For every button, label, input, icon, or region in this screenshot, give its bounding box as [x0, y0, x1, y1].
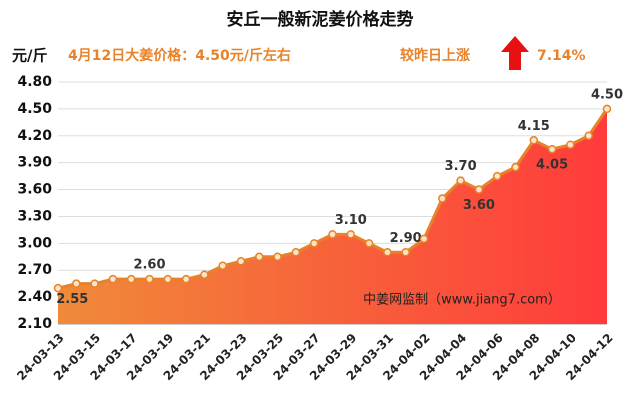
- value-label: 4.50: [591, 87, 623, 102]
- point: [456, 176, 465, 185]
- y-tick-label: 4.50: [17, 101, 52, 117]
- point: [438, 194, 447, 203]
- point: [492, 171, 502, 181]
- point: [364, 239, 374, 248]
- value-label: 3.60: [463, 198, 495, 213]
- point: [511, 162, 520, 172]
- point: [200, 270, 209, 279]
- area: [58, 108, 607, 324]
- point: [273, 252, 282, 262]
- point: [401, 248, 410, 257]
- point: [328, 230, 337, 239]
- up-arrow: [501, 36, 529, 70]
- point: [255, 252, 264, 262]
- y-tick-label: 3.90: [17, 155, 52, 171]
- value-label: 2.55: [56, 292, 88, 307]
- point: [163, 274, 173, 284]
- change-value: 7.14%: [537, 48, 586, 64]
- value-label: 2.60: [133, 258, 165, 273]
- point: [547, 144, 557, 154]
- point: [236, 257, 246, 266]
- y-tick-label: 2.40: [17, 289, 52, 305]
- watermark: 中姜网监制（www.jiang7.com）: [363, 293, 561, 308]
- point: [90, 279, 99, 288]
- point: [218, 261, 227, 270]
- point: [584, 131, 593, 141]
- point: [181, 274, 191, 284]
- point: [419, 234, 429, 244]
- y-tick-label: 4.20: [17, 128, 52, 144]
- point: [383, 248, 392, 257]
- point: [346, 230, 356, 239]
- point: [126, 274, 136, 284]
- point: [309, 239, 319, 248]
- point: [53, 283, 63, 293]
- value-label: 2.90: [390, 231, 422, 246]
- point: [566, 140, 575, 149]
- y-tick-label: 3.30: [17, 208, 52, 224]
- value-label: 3.70: [445, 159, 477, 174]
- point: [291, 248, 301, 257]
- point: [474, 185, 484, 194]
- point: [72, 279, 81, 288]
- value-label: 4.15: [518, 119, 550, 134]
- y-tick-label: 2.70: [17, 262, 52, 278]
- y-tick-label: 3.00: [17, 235, 52, 251]
- y-tick-label: 2.10: [17, 316, 52, 332]
- y-tick-label: 3.60: [17, 182, 52, 198]
- chart-title: 安丘一般新泥姜价格走势: [227, 9, 414, 30]
- point: [602, 104, 612, 114]
- point: [529, 136, 539, 145]
- y-unit: 元/斤: [12, 47, 47, 65]
- headline: 4月12日大姜价格：4.50元/斤左右: [68, 47, 291, 64]
- plot: 2.10 2.40 2.70 3.00 3.30 3.60 3.90 4.20 4.50 4.80…: [14, 74, 623, 383]
- point: [145, 274, 154, 284]
- point: [108, 274, 118, 284]
- y-tick-label: 4.80: [17, 74, 52, 90]
- value-label: 3.10: [335, 213, 367, 228]
- value-label: 4.05: [536, 158, 568, 173]
- change-label: 较昨日上涨: [400, 47, 470, 64]
